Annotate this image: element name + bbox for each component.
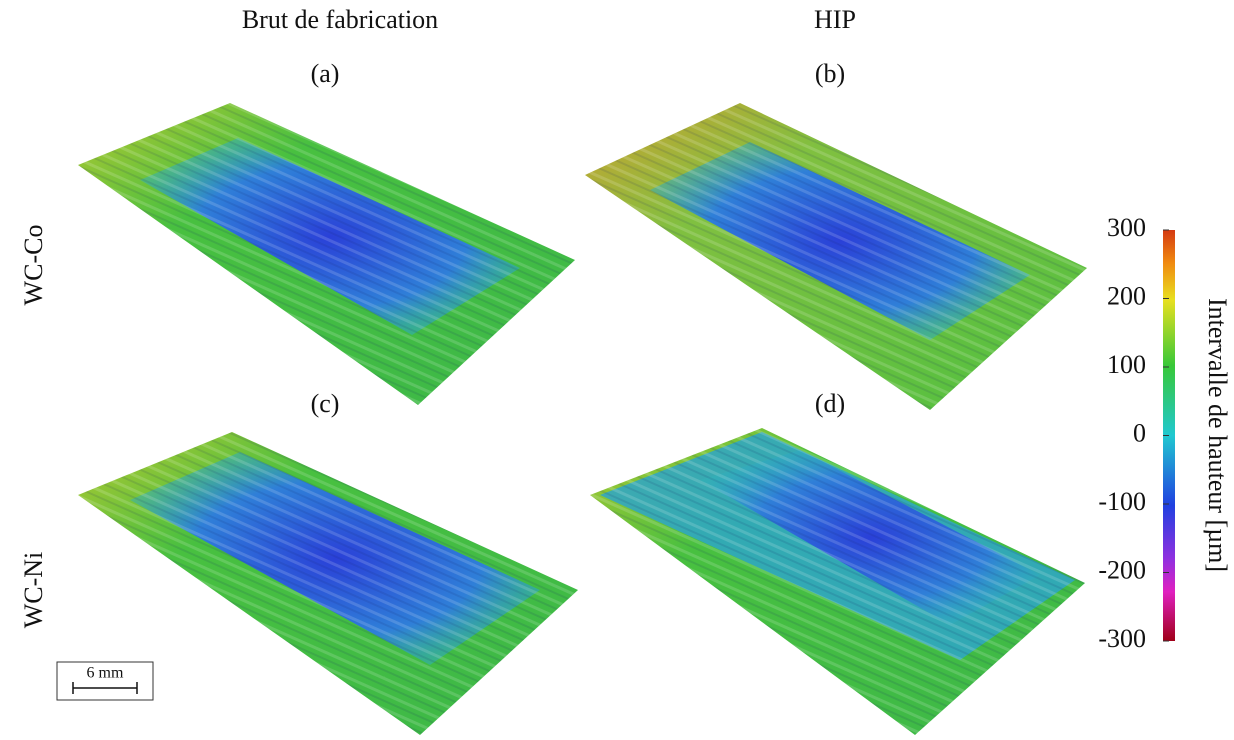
colorbar-tick-label: -100: [1098, 487, 1146, 516]
panel-label: (d): [815, 389, 845, 418]
column-title: Brut de fabrication: [242, 5, 438, 34]
surface-d: [590, 428, 1085, 735]
colorbar-label: Intervalle de hauteur [µm]: [1203, 298, 1232, 572]
surface-b: [585, 103, 1087, 410]
colorbar-tick-label: 200: [1107, 281, 1146, 310]
colorbar-tick-label: -300: [1098, 624, 1146, 653]
colorbar-tick-label: 100: [1107, 350, 1146, 379]
column-title: HIP: [814, 5, 856, 34]
surface-a: [78, 103, 575, 405]
panel-label: (a): [311, 59, 340, 88]
scale-label: 6 mm: [87, 665, 124, 682]
colorbar-tick-label: -200: [1098, 555, 1146, 584]
colorbar-tick-label: 0: [1133, 418, 1146, 447]
scale-bar: [72, 682, 138, 694]
row-label: WC-Ni: [19, 552, 48, 629]
row-label: WC-Co: [19, 225, 48, 306]
panel-label: (b): [815, 59, 845, 88]
surface-c: [78, 432, 578, 735]
panel-label: (c): [311, 389, 340, 418]
colorbar-tick-label: 300: [1107, 213, 1146, 242]
